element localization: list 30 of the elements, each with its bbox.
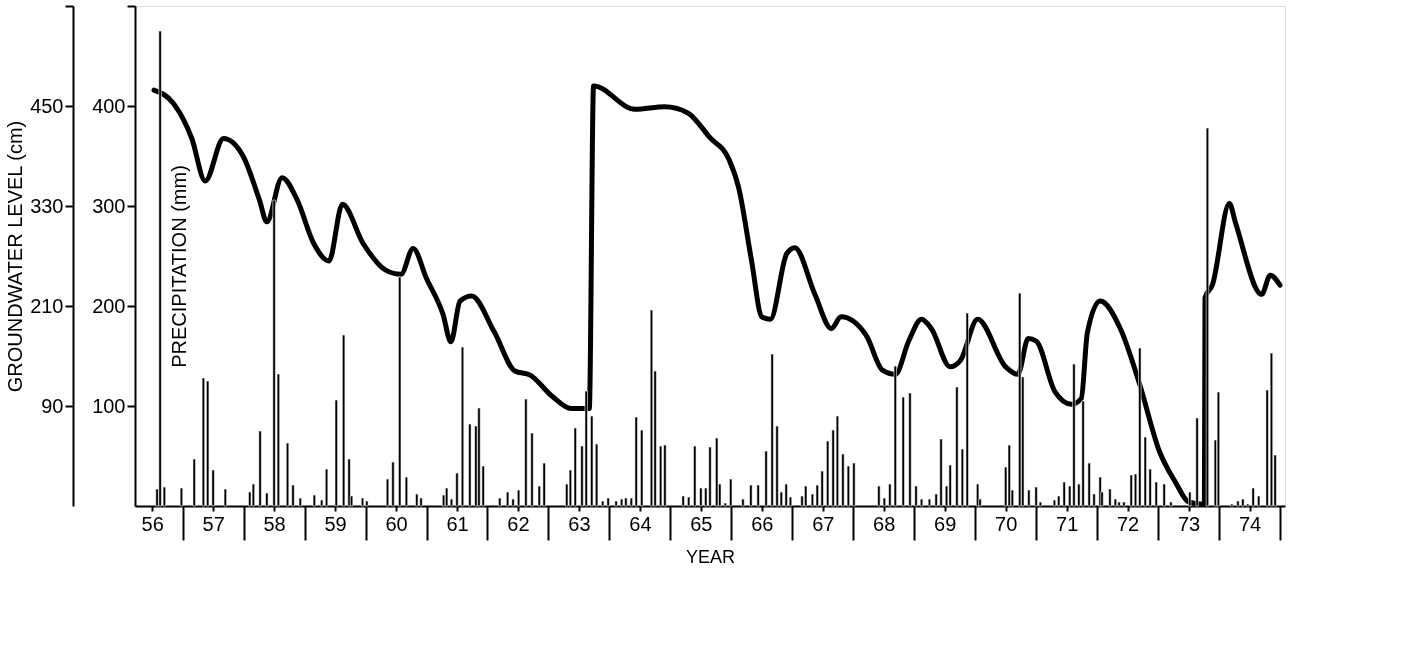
x-tick-label: 70 [995,512,1018,535]
y-axis-title: GROUNDWATER LEVEL (cm) [4,120,27,393]
y-tick-label: 210 [30,294,64,317]
y-tick-label: 90 [41,394,64,417]
x-tick-label: 68 [873,512,896,535]
y-tick-label: 330 [30,194,64,217]
x-tick-label: 62 [507,512,530,535]
x-tick-label: 60 [385,512,408,535]
x-tick-label: 74 [1238,512,1262,535]
x-tick-label: 58 [263,512,286,535]
x-tick-label: 59 [324,512,347,535]
y2-tick-label: 300 [92,194,126,217]
y2-tick-label: 100 [92,394,126,417]
x-tick-label: 67 [812,512,835,535]
x-tick-label: 65 [690,512,713,535]
x-tick-label: 73 [1177,512,1201,535]
x-tick-label: 69 [934,512,957,535]
y2-tick-label: 400 [92,94,126,117]
x-tick-label: 61 [446,512,469,535]
y2-axis-title: PRECIPITATION (mm) [167,165,190,368]
x-tick-label: 57 [202,512,225,535]
x-tick-label: 71 [1056,512,1079,535]
x-axis-title: YEAR [685,546,736,567]
x-tick-label: 66 [751,512,774,535]
y-tick-label: 450 [30,94,64,117]
x-tick-label: 63 [568,512,591,535]
y2-tick-label: 200 [92,294,126,317]
x-tick-label: 56 [141,512,164,535]
x-tick-label: 72 [1116,512,1140,535]
x-tick-label: 64 [629,512,652,535]
